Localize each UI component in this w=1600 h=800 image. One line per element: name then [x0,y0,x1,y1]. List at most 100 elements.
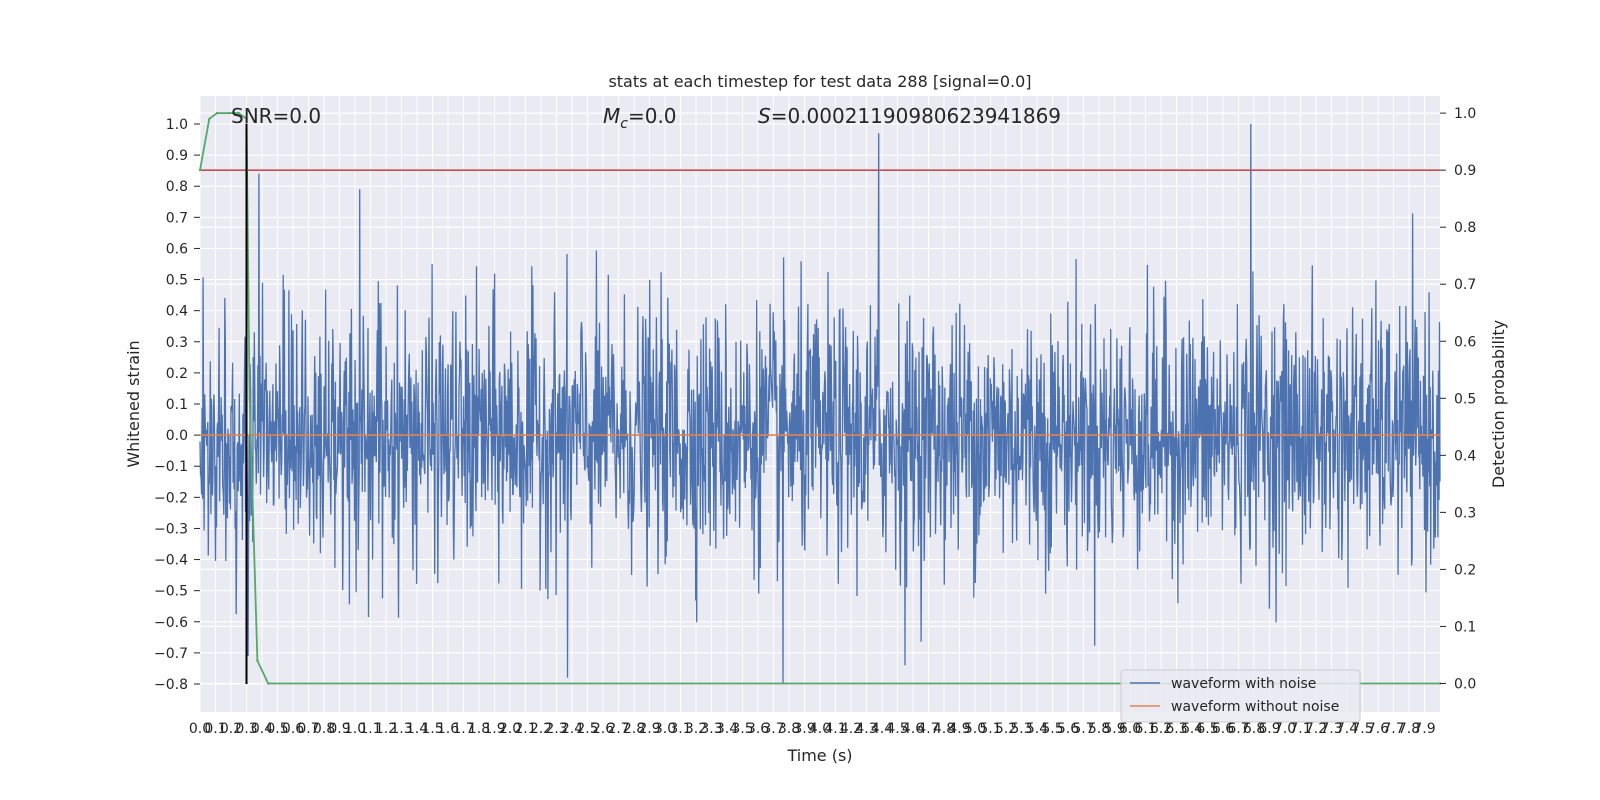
x-tick-label: 1.6 [437,721,459,737]
y-tick-label-left: 0.1 [166,397,188,413]
x-tick-label: 0.2 [220,721,242,737]
x-tick-label: 2.2 [530,721,552,737]
x-tick-label: 3.3 [700,721,722,737]
x-tick-label: 2.0 [499,721,521,737]
x-tick-label: 6.1 [1134,721,1156,737]
x-tick-label: 0.0 [189,721,211,737]
x-tick-label: 3.6 [747,721,769,737]
x-tick-label: 6.0 [1119,721,1141,737]
x-tick-label: 2.7 [607,721,629,737]
x-tick-label: 7.1 [1289,721,1311,737]
y-tick-label-right: 1.0 [1454,106,1476,122]
y-tick-label-left: 0.5 [166,273,188,289]
x-tick-label: 7.3 [1320,721,1342,737]
x-tick-label: 4.6 [902,721,924,737]
y-tick-label-right: 0.2 [1454,562,1476,578]
x-tick-label: 6.2 [1150,721,1172,737]
y-tick-label-left: 0.0 [166,428,188,444]
mc-value: =0.0 [628,104,677,128]
detection-probability-point [198,168,202,172]
x-tick-label: 1.0 [344,721,366,737]
x-tick-label: 1.5 [421,721,443,737]
x-tick-label: 5.5 [1041,721,1063,737]
x-tick-label: 7.6 [1367,721,1389,737]
legend: waveform with noise waveform without noi… [1120,669,1361,723]
s-symbol: S [758,104,771,128]
detection-probability-point [248,397,251,400]
x-tick-label: 3.1 [669,721,691,737]
legend-box [1120,669,1361,723]
x-tick-label: 3.8 [778,721,800,737]
y-axis-label-left: Whitened strain [124,340,143,467]
x-tick-label: 2.9 [638,721,660,737]
mc-symbol: M [603,104,620,128]
x-tick-label: 5.9 [1103,721,1125,737]
x-tick-label: 2.3 [545,721,567,737]
detection-probability-point [208,117,211,121]
x-tick-label: 7.8 [1398,721,1420,737]
y-tick-label-right: 0.5 [1454,391,1476,407]
y-tick-label-left: −0.1 [154,459,188,475]
x-tick-label: 4.8 [933,721,955,737]
x-tick-label: 2.1 [514,721,536,737]
x-tick-label: 4.2 [840,721,862,737]
series-detection-probability [199,112,1440,685]
x-tick-label: 4.5 [886,721,908,737]
y-tick-label-left: 0.8 [166,179,188,195]
x-tick-label: 5.3 [1010,721,1032,737]
x-tick-label: 1.2 [375,721,397,737]
x-tick-label: 4.0 [809,721,831,737]
x-axis-label: Time (s) [786,746,852,765]
y-tick-label-right: 0.4 [1454,448,1476,464]
x-tick-label: 0.4 [251,721,273,737]
detection-probability-point [245,117,248,121]
y-tick-label-right: 0.1 [1454,619,1476,635]
y-tick-label-right: 0.7 [1454,277,1476,293]
x-tick-label: 4.1 [824,721,846,737]
detection-probability-point [215,111,219,115]
detection-probability-point [256,659,259,662]
x-tick-label: 1.4 [406,721,428,737]
x-tick-label: 4.3 [855,721,877,737]
s-value: =0.00021190980623941869 [771,104,1061,128]
legend-label-clean: waveform without noise [1171,699,1339,715]
x-tick-label: 4.9 [948,721,970,737]
x-tick-label: 3.4 [716,721,738,737]
y-tick-label-left: 0.3 [166,335,188,351]
x-tick-label: 5.4 [1026,721,1048,737]
x-tick-label: 6.3 [1165,721,1187,737]
x-tick-label: 1.1 [359,721,381,737]
y-tick-label-left: −0.8 [154,677,188,693]
x-tick-label: 3.5 [731,721,753,737]
x-tick-label: 7.7 [1382,721,1404,737]
x-tick-label: 4.7 [917,721,939,737]
x-tick-label: 3.0 [654,721,676,737]
y-tick-label-left: −0.2 [154,490,188,506]
x-tick-label: 5.0 [964,721,986,737]
x-tick-label: 6.8 [1243,721,1265,737]
detection-probability-point [267,682,270,685]
x-tick-label: 3.2 [685,721,707,737]
y-tick-label-right: 0.6 [1454,334,1476,350]
x-tick-label: 7.4 [1336,721,1358,737]
x-tick-label: 1.9 [483,721,505,737]
series-waveform-with-noise [199,123,1441,685]
x-tick-label: 1.7 [452,721,474,737]
right-axis-ticks: 0.0 0.1 0.2 0.3 0.4 0.5 0.6 0.7 0.8 0.9 1.0 [1440,106,1476,692]
x-tick-label: 0.6 [282,721,304,737]
y-axis-label-right: Detection probability [1489,320,1508,488]
y-tick-label-left: −0.6 [154,615,188,631]
x-tick-label: 7.9 [1413,721,1435,737]
y-tick-label-left: −0.3 [154,521,188,537]
x-tick-label: 1.3 [390,721,412,737]
y-tick-label-right: 0.9 [1454,163,1476,179]
x-tick-label: 5.8 [1088,721,1110,737]
y-tick-label-right: 0.3 [1454,505,1476,521]
y-tick-label-left: 0.4 [166,304,188,320]
x-tick-label: 0.5 [266,721,288,737]
y-tick-label-left: −0.4 [154,553,188,569]
x-tick-label: 0.3 [235,721,257,737]
x-tick-label: 0.1 [204,721,226,737]
x-tick-label: 3.9 [793,721,815,737]
